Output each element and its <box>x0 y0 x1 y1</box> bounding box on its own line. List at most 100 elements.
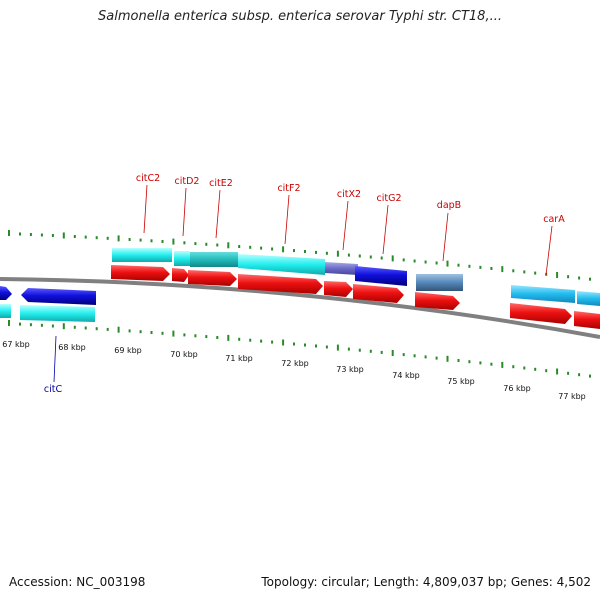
minor-tick <box>128 329 131 333</box>
minor-tick <box>216 336 219 339</box>
minor-tick <box>325 251 328 255</box>
minor-tick <box>293 249 295 253</box>
minor-tick <box>139 330 142 334</box>
minor-tick <box>567 371 570 375</box>
forward-genes <box>111 265 600 329</box>
minor-tick <box>150 331 153 334</box>
kbp-label: 70 kbp <box>170 350 198 359</box>
minor-tick <box>249 245 252 249</box>
minor-tick <box>479 265 482 269</box>
minor-tick <box>260 339 263 343</box>
minor-tick <box>369 349 372 353</box>
minor-tick <box>249 338 252 342</box>
kbp-label: 72 kbp <box>281 359 309 368</box>
feature-track-reverse <box>0 304 95 322</box>
minor-tick <box>73 325 76 329</box>
major-tick <box>282 339 285 346</box>
minor-tick <box>19 232 21 236</box>
minor-tick <box>194 242 197 246</box>
minor-tick <box>457 263 460 267</box>
major-tick <box>62 232 65 239</box>
minor-tick <box>315 344 317 348</box>
label-citG2: citG2 <box>377 193 402 204</box>
minor-tick <box>216 243 219 247</box>
minor-tick <box>424 355 427 359</box>
minor-tick <box>161 331 164 335</box>
minor-tick <box>271 247 274 251</box>
minor-tick <box>435 356 438 360</box>
kbp-label: 77 kbp <box>558 392 586 401</box>
major-tick <box>8 320 10 326</box>
kbp-label: 76 kbp <box>503 384 531 393</box>
minor-tick <box>304 343 306 347</box>
major-tick <box>282 246 285 253</box>
major-tick <box>556 272 559 278</box>
kbp-scale: 67 kbp 68 kbp 69 kbp 70 kbp 71 kbp 72 kb… <box>2 340 586 401</box>
minor-tick <box>358 348 361 352</box>
reverse-genes <box>0 266 407 305</box>
minor-tick <box>534 367 537 371</box>
minor-tick <box>95 327 98 331</box>
minor-tick <box>84 326 87 330</box>
minor-tick <box>84 235 87 239</box>
major-tick <box>172 238 175 245</box>
minor-tick <box>490 267 493 270</box>
major-tick <box>391 350 394 356</box>
gene-citX2 <box>324 281 353 297</box>
major-tick <box>172 330 175 337</box>
minor-tick <box>106 327 109 331</box>
kbp-label: 71 kbp <box>225 354 253 363</box>
minor-tick <box>523 366 526 370</box>
minor-tick <box>534 271 537 275</box>
minor-tick <box>468 360 471 364</box>
gene-citD2 <box>172 268 189 282</box>
major-tick <box>446 260 449 267</box>
gene-citC2 <box>111 265 170 281</box>
minor-tick <box>468 264 471 268</box>
major-tick <box>501 361 504 368</box>
kbp-label: 69 kbp <box>114 346 142 355</box>
minor-tick <box>161 240 164 243</box>
label-citD2: citD2 <box>175 176 200 187</box>
gene-carA <box>510 303 572 324</box>
major-tick <box>391 255 394 262</box>
minor-tick <box>271 340 274 344</box>
gene-citG2 <box>353 284 404 303</box>
accession-label: Accession: NC_003198 <box>9 575 146 589</box>
minor-tick <box>29 323 32 327</box>
major-tick <box>117 235 120 242</box>
minor-tick <box>347 253 350 257</box>
minor-tick <box>51 234 54 237</box>
minor-tick <box>128 238 131 241</box>
genome-summary: Topology: circular; Length: 4,809,037 bp… <box>261 575 591 589</box>
kbp-label: 68 kbp <box>58 343 86 352</box>
gene-citF2 <box>238 274 323 294</box>
minor-tick <box>325 345 328 349</box>
minor-tick <box>238 245 241 248</box>
minor-tick <box>589 277 591 281</box>
minor-tick <box>413 354 416 358</box>
major-tick <box>227 242 230 249</box>
minor-tick <box>545 369 548 373</box>
minor-tick <box>567 275 570 279</box>
minor-tick <box>369 255 372 259</box>
minor-tick <box>51 324 54 328</box>
minor-tick <box>578 373 581 377</box>
minor-tick <box>347 347 350 351</box>
minor-tick <box>457 359 460 362</box>
minor-tick <box>205 242 208 246</box>
minor-tick <box>435 261 438 265</box>
inner-tick-row <box>8 320 591 378</box>
gene-citX2-reverse <box>355 266 407 286</box>
kbp-label: 74 kbp <box>392 371 420 380</box>
backbone-arc <box>0 277 600 339</box>
minor-tick <box>40 233 43 237</box>
outer-tick-row <box>8 230 591 281</box>
minor-tick <box>238 337 241 341</box>
gene-carB <box>574 311 600 329</box>
minor-tick <box>490 362 493 366</box>
map-title: Salmonella enterica subsp. enterica sero… <box>98 9 502 24</box>
label-dapB: dapB <box>437 200 461 211</box>
minor-tick <box>402 258 405 262</box>
